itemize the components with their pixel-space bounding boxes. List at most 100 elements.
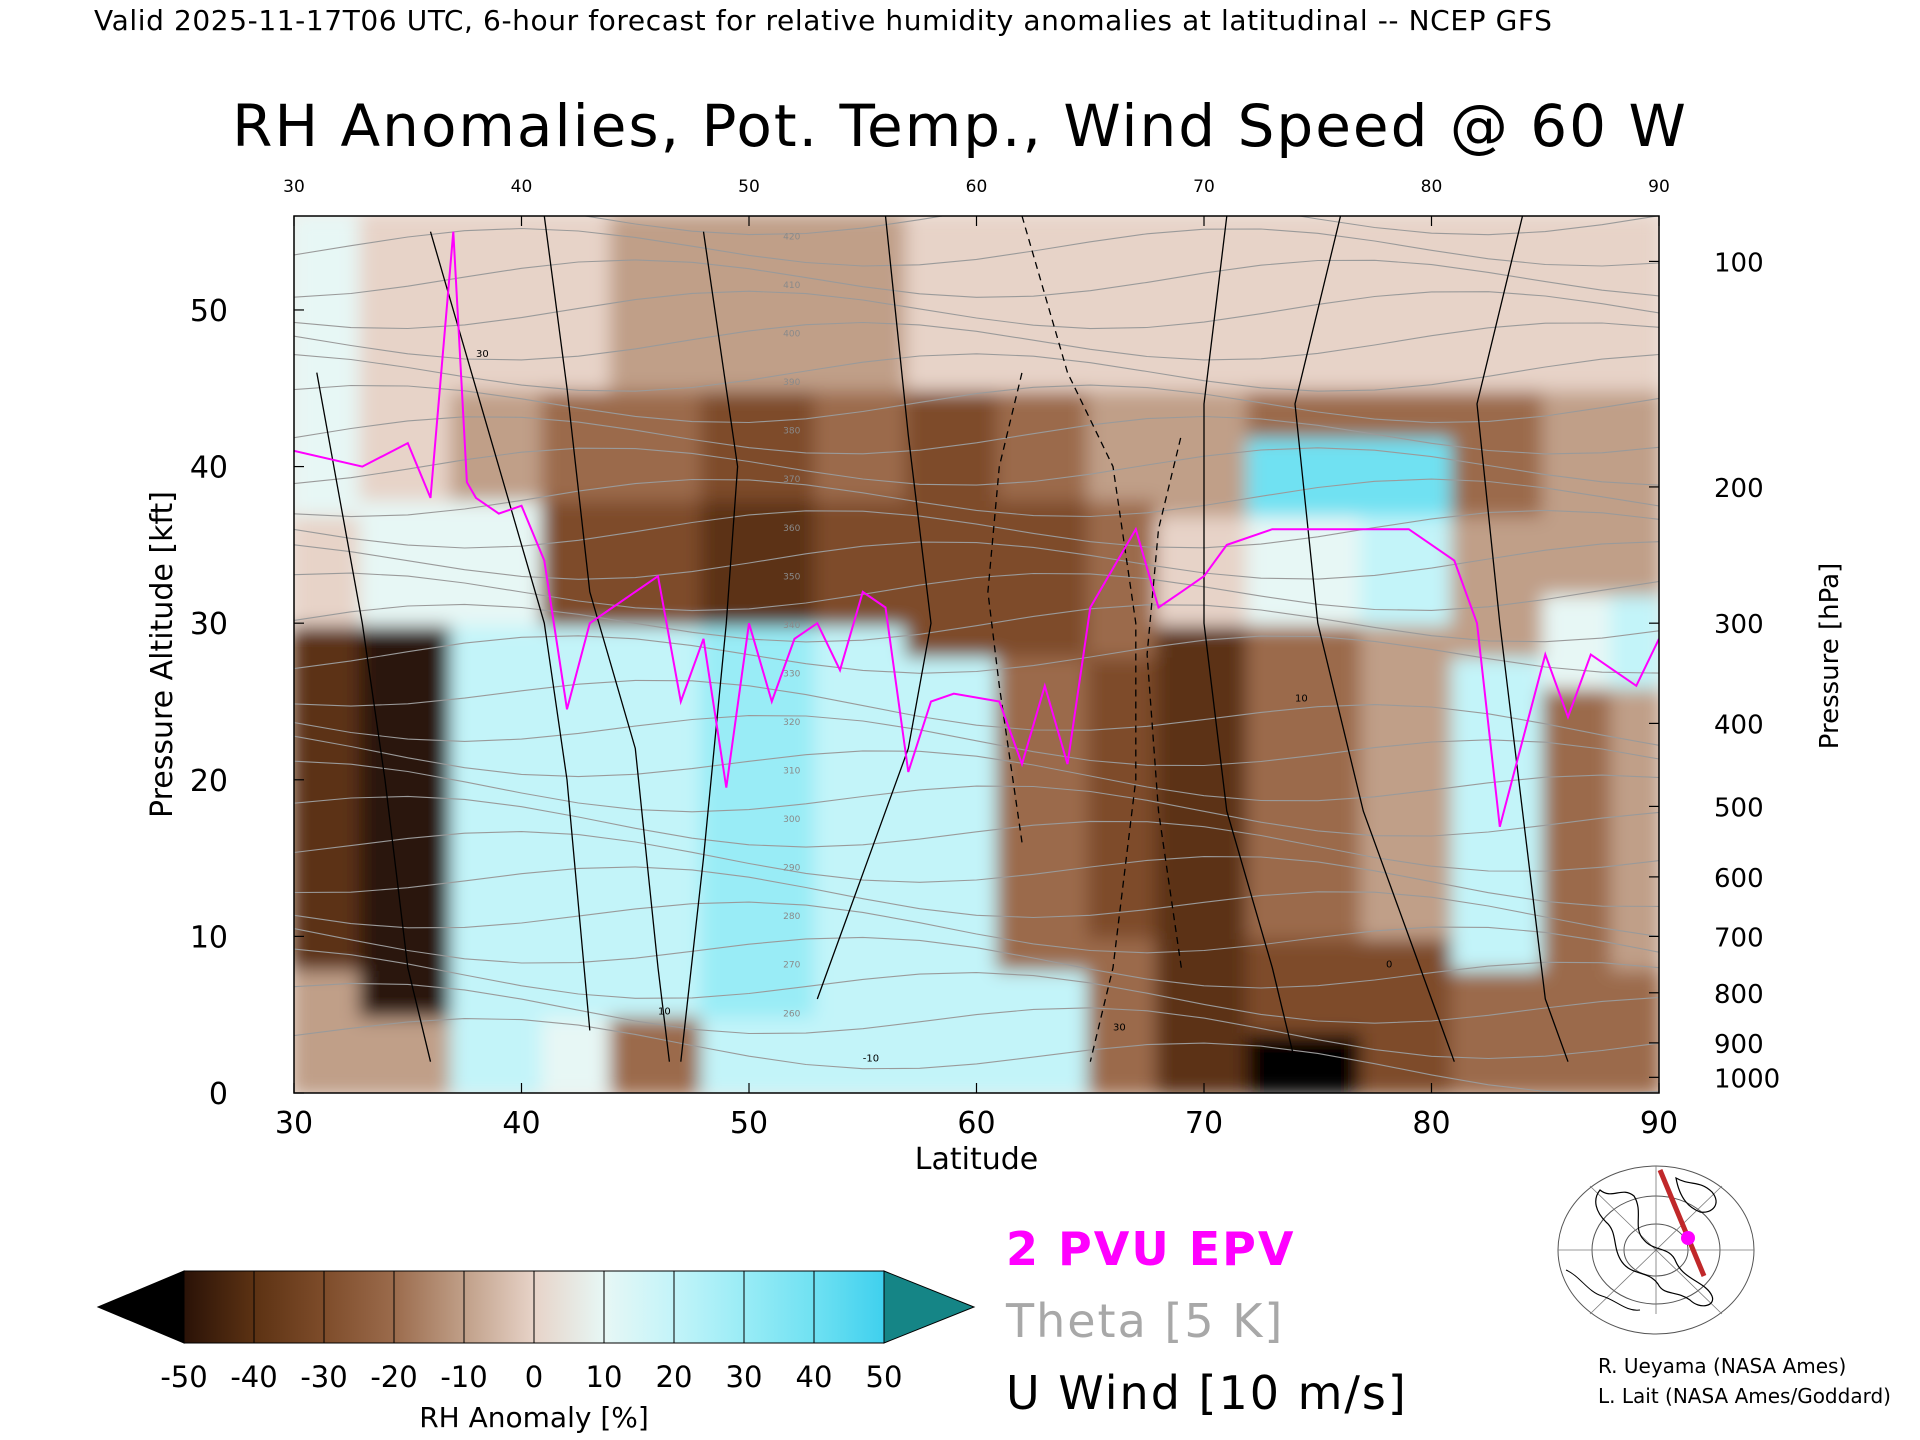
theta-contour [294,831,1659,907]
heatmap-cell [905,1011,1003,1093]
chart-title: RH Anomalies, Pot. Temp., Wind Speed @ 6… [232,92,1688,160]
heatmap-cell [1451,964,1549,1093]
x-tick-label: 40 [502,1106,540,1141]
wind-contour [429,231,591,1031]
colorbar-segment [183,1270,255,1344]
heatmap-cell [1246,1027,1367,1093]
heatmap-cell [700,1011,821,1093]
heatmap-cell [294,620,366,971]
colorbar-tick-label: -40 [230,1360,277,1394]
theta-label: 290 [783,864,800,874]
heatmap-cell [1542,385,1617,595]
heatmap-cell [1246,933,1367,1034]
x-tick-label: 50 [730,1106,768,1141]
heatmap-cell [905,385,1003,501]
y-tick-label: 50 [190,294,228,329]
heatmap-cell [996,964,1094,1093]
heatmap-cell [450,1011,548,1093]
theta-contour [294,928,1659,989]
heatmap-cell [905,216,1003,392]
heatmap-cell [541,385,616,501]
x-tick-label: 80 [1412,1106,1450,1141]
top-x-tick-label: 80 [1421,177,1443,197]
wind-contour-label: 10 [1295,693,1308,704]
wind-contour-label: 10 [658,1007,671,1018]
heatmap-cell [1610,216,1659,392]
map-inset [1557,1165,1755,1335]
wind-contour [1146,435,1182,968]
heatmap-cell [814,216,912,392]
pressure-tick-label: 900 [1714,1030,1764,1060]
theta-contour [294,679,1659,746]
y-tick-label: 10 [190,920,228,955]
heatmap-cell [1542,964,1617,1093]
heatmap-cell [541,216,616,392]
colorbar-label: RH Anomaly [%] [419,1401,649,1434]
theta-label: 330 [783,669,800,679]
y-axis-label: Pressure Altitude [kft] [145,491,180,818]
wind-contour [680,231,739,1062]
theta-contour [294,795,1659,872]
theta-contour [294,321,1659,361]
y2-axis-label: Pressure [hPa] [1815,563,1845,750]
map-coastline [1565,1269,1641,1311]
colorbar-tick-label: 10 [586,1360,623,1394]
colorbar: -50 -40 -30 -20 -10 0 10 20 30 40 50 RH Anomaly [%] [96,1270,976,1434]
heatmap-cell [609,385,707,501]
theta-label: 400 [783,330,800,340]
x-tick-label: 60 [957,1106,995,1141]
heatmap-cell [541,494,616,627]
heatmap-cell [1087,933,1162,1093]
x-axis-label: Latitude [915,1142,1038,1177]
map-coastline [1675,1176,1717,1213]
heatmap-cell [700,494,821,627]
pressure-tick-label: 100 [1714,248,1764,278]
heatmap-cell [609,494,707,627]
colorbar-segment [253,1270,325,1344]
top-x-tick-label: 90 [1648,177,1670,197]
heatmap-cell [1087,216,1162,392]
heatmap-cell [700,620,821,1018]
colorbar-tick-label: -10 [440,1360,487,1394]
legend-epv: 2 PVU EPV [1006,1222,1296,1276]
theta-label: 300 [783,815,800,825]
theta-contour [294,541,1659,580]
heatmap-cell [1610,964,1659,1093]
theta-label: 420 [783,232,800,242]
heatmap-cell [450,620,548,1018]
pressure-tick-label: 300 [1714,610,1764,640]
theta-contour [294,1018,1659,1093]
heatmap-cell [1246,216,1367,392]
colorbar-low-arrow [96,1270,185,1344]
heatmap-cell [1360,933,1458,1093]
theta-label: 260 [783,1009,800,1019]
wind-contour-label: 30 [476,349,489,360]
colorbar-tick-label: 20 [656,1360,693,1394]
theta-label: 380 [783,427,800,437]
heatmap-cell [1542,682,1617,971]
theta-label: 280 [783,912,800,922]
pressure-tick-label: 700 [1714,923,1764,953]
heatmap-cell [609,1011,707,1093]
colorbar-segment [603,1270,675,1344]
theta-contour [294,982,1659,1060]
colorbar-segment [463,1270,535,1344]
theta-contour [294,901,1659,954]
colorbar-high-arrow [883,1270,976,1344]
wind-contour [543,216,671,1062]
heatmap-cell [1246,620,1367,940]
theta-label: 410 [783,281,800,291]
pressure-tick-label: 400 [1714,710,1764,740]
wind-contour [316,372,432,1062]
theta-contour [294,572,1659,612]
colorbar-tick-label: 40 [796,1360,833,1394]
map-section-line [1657,1169,1707,1277]
colorbar-segment [673,1270,745,1344]
theta-contour [294,735,1659,802]
heatmap-cell [814,620,912,1018]
theta-contour [294,227,1659,267]
heatmap-cell [541,1011,616,1093]
heatmap-cell [1451,510,1549,658]
colorbar-tick-label: -50 [160,1360,207,1394]
heatmap-cell [1155,216,1253,392]
